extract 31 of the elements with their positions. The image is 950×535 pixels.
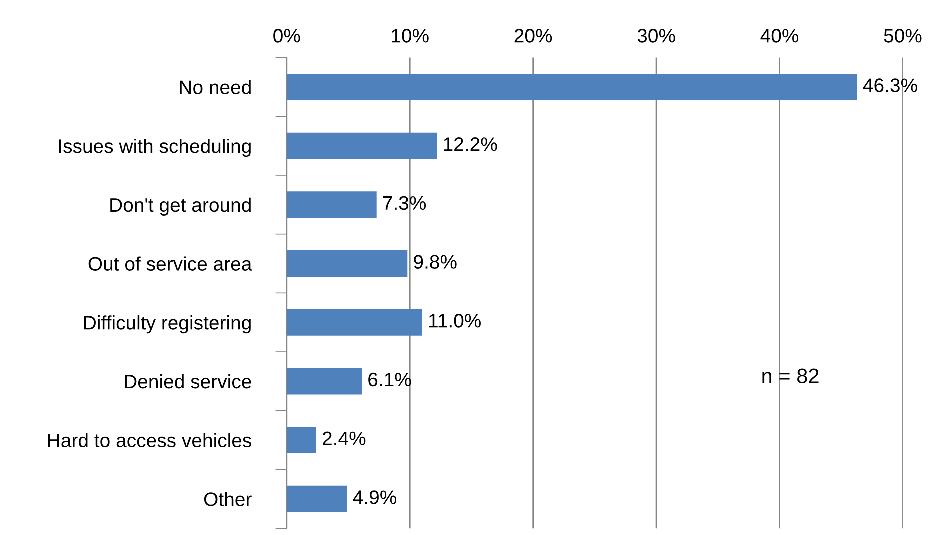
bar <box>286 368 362 395</box>
y-tick-label: No need <box>180 80 251 94</box>
data-label: 2.4% <box>323 432 366 446</box>
y-tick-label: Don't get around <box>110 198 251 216</box>
data-label: 46.3% <box>863 78 918 92</box>
y-tick-label: Issues with scheduling <box>59 139 251 158</box>
y-tick-label: Out of service area <box>88 256 252 271</box>
y-tick-label: Denied service <box>125 374 252 389</box>
bar <box>286 192 377 218</box>
bar <box>286 250 408 277</box>
x-tick-label: 50% <box>884 29 922 43</box>
y-tick-label: Hard to access vehicles <box>48 433 252 448</box>
x-tick-label: 20% <box>514 29 552 43</box>
bar <box>286 427 316 454</box>
x-tick-label: 10% <box>392 29 429 43</box>
x-tick-label: 30% <box>638 29 676 43</box>
x-tick-label: 40% <box>760 29 799 43</box>
data-label: 12.2% <box>444 138 498 152</box>
annotation: n = 82 <box>762 368 819 384</box>
bar <box>286 132 438 160</box>
y-tick-label: Other <box>204 492 252 506</box>
data-label: 9.8% <box>414 255 457 269</box>
data-label: 7.3% <box>383 196 426 210</box>
bar <box>286 486 348 512</box>
data-label: 11.0% <box>429 314 481 328</box>
bar <box>286 74 858 100</box>
bar <box>286 309 422 336</box>
x-tick-label: 0% <box>274 29 300 43</box>
data-label: 4.9% <box>353 490 396 504</box>
data-label: 6.1% <box>368 372 412 387</box>
y-tick-label: Difficulty registering <box>84 316 251 334</box>
